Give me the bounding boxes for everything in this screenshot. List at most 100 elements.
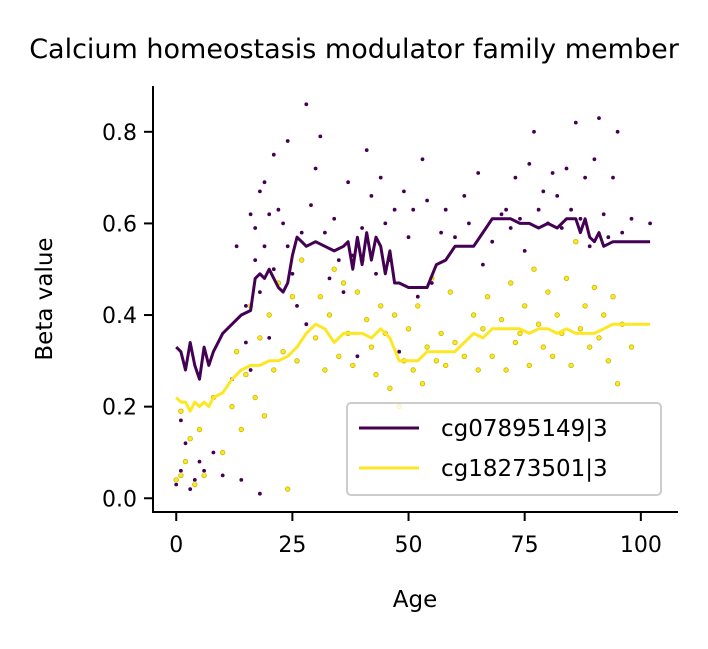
scatter-point-series-2	[489, 353, 495, 359]
scatter-point-series-2	[433, 358, 440, 364]
y-axis-label: Beta value	[32, 237, 58, 360]
scatter-point-series-2	[554, 312, 560, 318]
scatter-point-series-2	[378, 303, 384, 309]
scatter-point-series-1	[219, 472, 226, 479]
scatter-point-series-1	[577, 216, 584, 222]
scatter-point-series-2	[628, 344, 635, 350]
scatter-point-series-2	[517, 330, 523, 337]
scatter-point-series-1	[275, 206, 282, 213]
scatter-point-series-1	[285, 138, 291, 144]
scatter-point-series-1	[378, 174, 384, 181]
x-tick-label: 25	[278, 533, 306, 558]
scatter-point-series-2	[591, 284, 598, 291]
scatter-point-series-1	[596, 115, 602, 121]
legend-label-series-1: cg07895149|3	[441, 416, 608, 442]
scatter-point-series-2	[336, 353, 342, 359]
scatter-point-series-2	[577, 326, 584, 332]
scatter-point-series-1	[345, 179, 351, 185]
scatter-point-series-2	[187, 436, 193, 442]
scatter-point-series-2	[266, 312, 272, 318]
scatter-point-series-1	[243, 303, 249, 309]
scatter-point-series-1	[261, 179, 268, 185]
scatter-point-series-2	[526, 362, 532, 369]
x-tick-label: 0	[169, 533, 183, 558]
scatter-point-series-1	[610, 174, 616, 181]
scatter-point-series-1	[364, 147, 370, 153]
scatter-point-series-1	[331, 216, 337, 222]
scatter-point-series-2	[540, 344, 546, 350]
scatter-point-series-1	[508, 225, 514, 231]
scatter-points	[173, 101, 653, 497]
scatter-point-series-1	[591, 156, 598, 162]
scatter-point-series-1	[568, 206, 574, 213]
scatter-point-series-2	[192, 481, 198, 488]
scatter-point-series-2	[364, 316, 370, 323]
scatter-point-series-2	[596, 335, 602, 341]
scatter-point-series-1	[415, 294, 421, 300]
scatter-point-series-2	[568, 362, 574, 369]
scatter-point-series-1	[587, 243, 593, 249]
scatter-point-series-1	[582, 174, 588, 181]
scatter-point-series-2	[368, 344, 375, 350]
scatter-point-series-1	[512, 174, 519, 181]
scatter-point-series-2	[229, 403, 235, 410]
scatter-point-series-1	[401, 188, 407, 195]
scatter-point-series-2	[387, 385, 393, 391]
scatter-point-series-2	[601, 312, 607, 318]
scatter-point-series-1	[336, 257, 342, 263]
scatter-point-series-2	[238, 426, 244, 433]
scatter-point-series-1	[443, 206, 449, 213]
scatter-point-series-1	[461, 193, 467, 199]
trend-lines	[175, 217, 651, 413]
scatter-point-series-2	[475, 367, 481, 373]
trend-line-series-1	[175, 217, 651, 381]
scatter-point-series-1	[424, 197, 430, 204]
scatter-point-series-2	[312, 335, 319, 341]
scatter-point-series-1	[266, 211, 272, 217]
scatter-point-series-2	[173, 477, 179, 483]
scatter-point-series-1	[452, 234, 458, 240]
scatter-point-series-2	[419, 381, 426, 387]
scatter-point-series-1	[312, 165, 319, 172]
scatter-point-series-2	[498, 316, 505, 323]
scatter-point-series-2	[522, 303, 528, 309]
scatter-point-series-2	[354, 289, 361, 295]
scatter-point-series-1	[299, 229, 305, 236]
y-tick-label: 0.4	[102, 304, 137, 329]
legend: cg07895149|3 cg18273501|3	[346, 402, 662, 496]
scatter-point-series-1	[466, 220, 472, 227]
scatter-point-series-1	[526, 161, 532, 167]
scatter-point-series-2	[447, 289, 453, 295]
scatter-point-series-2	[573, 238, 579, 245]
x-tick-label: 75	[511, 533, 539, 558]
scatter-point-series-2	[340, 280, 347, 286]
scatter-point-series-1	[280, 220, 286, 227]
scatter-point-series-1	[563, 165, 570, 172]
scatter-point-series-1	[173, 481, 179, 488]
scatter-point-series-1	[340, 289, 347, 295]
scatter-point-series-2	[391, 312, 398, 318]
scatter-point-series-1	[247, 367, 254, 373]
scatter-point-series-1	[285, 243, 291, 249]
y-tick-label: 0.8	[102, 121, 137, 146]
scatter-point-series-1	[308, 202, 314, 208]
scatter-point-series-2	[289, 294, 296, 300]
x-axis-label: Age	[393, 587, 437, 613]
scatter-point-series-2	[196, 426, 203, 433]
scatter-point-series-1	[368, 193, 375, 199]
scatter-point-series-1	[182, 440, 189, 446]
scatter-point-series-2	[178, 408, 184, 414]
scatter-point-series-1	[247, 211, 254, 217]
scatter-point-series-1	[261, 243, 268, 249]
scatter-point-series-2	[331, 266, 337, 272]
scatter-point-series-2	[415, 303, 421, 309]
y-tick-label: 0.2	[102, 396, 137, 421]
scatter-point-series-2	[299, 257, 305, 263]
scatter-point-series-2	[470, 312, 477, 318]
scatter-point-series-1	[549, 170, 556, 176]
scatter-point-series-2	[322, 367, 328, 373]
scatter-point-series-2	[605, 358, 611, 364]
scatter-point-series-2	[545, 289, 551, 295]
scatter-point-series-1	[373, 271, 379, 277]
scatter-point-series-2	[243, 371, 249, 378]
